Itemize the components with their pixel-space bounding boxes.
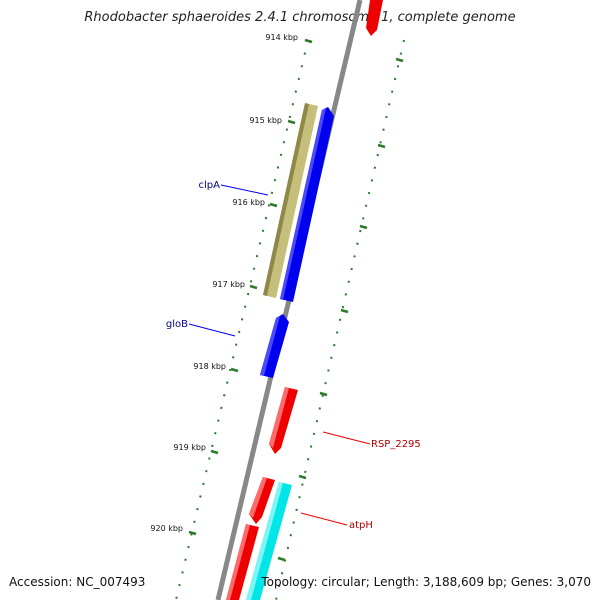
gene-arrow-clpA[interactable] (280, 107, 334, 302)
leader-atpH (300, 512, 348, 526)
tick-919 (210, 449, 219, 455)
gene-arrow-RSP_2295-shade (269, 387, 289, 448)
accession-text: Accession: NC_007493 (9, 575, 146, 589)
feature-track (226, 0, 383, 600)
gene-label-atpH[interactable]: atpH (349, 520, 373, 531)
inner-ruler (175, 39, 309, 600)
gene-arrow-top[interactable] (366, 0, 383, 36)
tick-label-916: 916 kbp (232, 198, 265, 207)
gene-arrow-bottom-shade (226, 524, 250, 600)
tick-920 (188, 530, 197, 536)
outer-tick-6 (298, 474, 307, 480)
gene-arrow-gloB-shade (260, 316, 280, 376)
outer-tick-1 (395, 57, 404, 63)
gene-arrow-RSP_2295[interactable] (269, 387, 298, 454)
gene-arrow-atpH[interactable] (249, 477, 275, 524)
gene-arrow-clpA-shade (280, 108, 326, 300)
outer-tick-4 (340, 308, 349, 314)
gene-label-clpA[interactable]: clpA (199, 180, 221, 191)
outer-tick-3 (359, 224, 368, 230)
tick-label-914: 914 kbp (265, 33, 298, 42)
feature-bar-khaki-shade (263, 103, 309, 296)
leader-RSP_2295 (322, 431, 371, 445)
tick-918 (230, 367, 239, 373)
gene-label-gloB[interactable]: gloB (166, 319, 188, 330)
outer-ruler (275, 39, 405, 600)
gene-arrow-atpH-shade (249, 477, 267, 518)
scale-ticks: 914 kbp 915 kbp 916 kbp 917 kbp 918 kbp … (150, 33, 313, 536)
tick-914 (304, 38, 313, 44)
outer-tick-7 (277, 556, 286, 562)
tick-label-917: 917 kbp (212, 280, 245, 289)
tick-917 (249, 284, 258, 290)
outer-tick-2 (377, 143, 386, 149)
outer-tick-5 (319, 391, 328, 397)
gene-arrow-cyan-shade (246, 482, 283, 600)
tick-label-920: 920 kbp (150, 524, 183, 533)
leader-gloB (188, 323, 236, 337)
map-title: Rhodobacter sphaeroides 2.4.1 chromosome… (84, 10, 516, 25)
tick-915 (287, 119, 296, 125)
tick-label-919: 919 kbp (173, 443, 206, 452)
tick-label-918: 918 kbp (193, 362, 226, 371)
gene-labels: clpA gloB RSP_2295 atpH (166, 180, 421, 531)
gene-label-RSP_2295[interactable]: RSP_2295 (371, 439, 421, 450)
summary-text: Topology: circular; Length: 3,188,609 bp… (261, 575, 591, 589)
tick-916 (269, 202, 278, 208)
outer-ticks (277, 57, 404, 562)
leader-clpA (220, 184, 269, 196)
tick-label-915: 915 kbp (249, 116, 282, 125)
